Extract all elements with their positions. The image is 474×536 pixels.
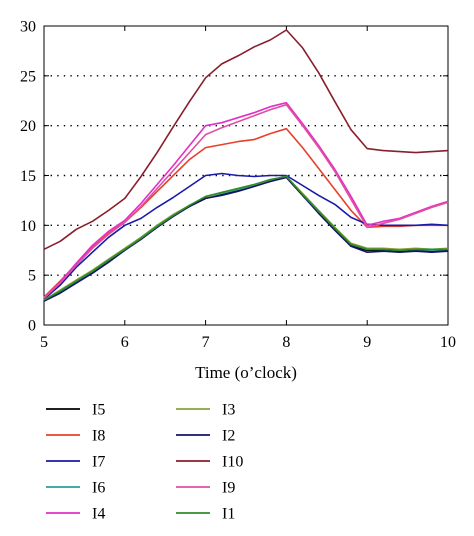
legend-label-i3: I3: [222, 402, 235, 419]
series-line-i1: [43, 175, 448, 301]
legend-label-i9: I9: [222, 480, 235, 497]
y-tick-label: 5: [28, 268, 36, 285]
x-tick-label: 9: [363, 334, 371, 351]
legend-label-i7: I7: [92, 454, 105, 471]
x-tick-label: 6: [121, 334, 129, 351]
y-tick-label: 20: [20, 118, 36, 135]
series-lines: [43, 29, 449, 302]
legend-label-i10: I10: [222, 454, 243, 471]
x-tick-labels: 5 6 7 8 9 10: [40, 334, 456, 351]
legend: I5 I8 I7 I6 I4 I3 I2 I10 I9 I1: [46, 402, 243, 523]
y-tick-label: 30: [20, 19, 36, 36]
x-tick-label: 10: [440, 334, 456, 351]
legend-label-i1: I1: [222, 506, 235, 523]
legend-label-i2: I2: [222, 428, 235, 445]
series-line-i9: [43, 103, 449, 299]
series-line-i5: [43, 176, 449, 302]
y-tick-label: 25: [20, 68, 36, 85]
axis-ticks: [43, 25, 449, 326]
x-axis-title: Time (o’clock): [195, 363, 297, 382]
series-line-i4: [43, 101, 449, 299]
y-tick-label: 0: [28, 318, 36, 335]
x-tick-label: 5: [40, 334, 48, 351]
y-tick-labels: 0 5 10 15 20 25 30: [20, 19, 36, 335]
series-line-i10: [43, 29, 449, 251]
x-tick-label: 7: [202, 334, 210, 351]
legend-label-i5: I5: [92, 402, 105, 419]
y-tick-label: 15: [20, 168, 36, 185]
x-tick-label: 8: [282, 334, 290, 351]
y-tick-label: 10: [20, 218, 36, 235]
legend-label-i8: I8: [92, 428, 105, 445]
series-line-i7: [43, 172, 449, 300]
legend-label-i6: I6: [92, 480, 105, 497]
series-line-i2: [43, 176, 449, 302]
legend-label-i4: I4: [92, 506, 105, 523]
